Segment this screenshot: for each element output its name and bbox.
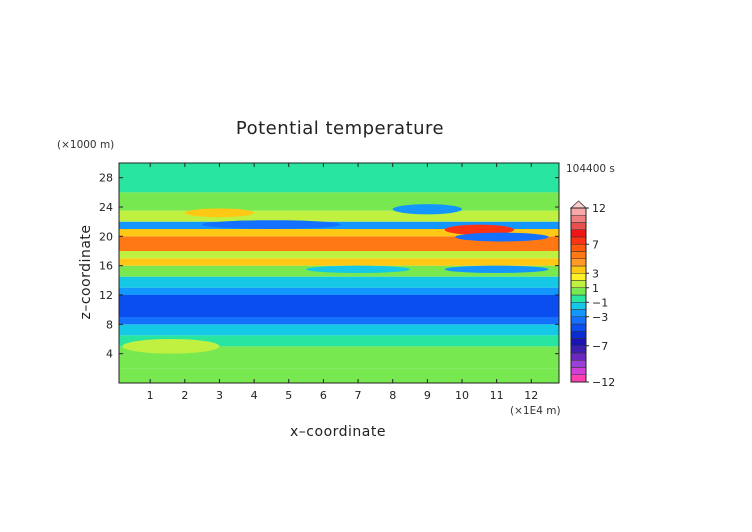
colorbar: 12 7 3 1−1 −3 −7 −12 [569, 200, 615, 389]
plot-frame [118, 162, 560, 384]
colorbar-frame [570, 207, 587, 383]
heatmap-band [119, 229, 559, 237]
heatmap-feature [122, 339, 220, 354]
x-tick-label: 12 [524, 389, 538, 402]
heatmap-band [119, 251, 559, 259]
chart-title: Potential temperature [236, 118, 444, 139]
heatmap-band [119, 317, 559, 325]
colorbar-segment [570, 294, 587, 303]
colorbar-segment [570, 374, 587, 383]
colorbar-extension [569, 200, 588, 209]
colorbar-label: 7 [592, 238, 599, 251]
y-axis: 4 8 12 16 20 24 28 [99, 172, 559, 361]
colorbar-segment [570, 229, 587, 238]
heatmap-band [119, 192, 559, 211]
heatmap-band [119, 258, 559, 266]
colorbar-segment [570, 345, 587, 354]
x-tick-label: 4 [251, 389, 258, 402]
x-tick-label: 1 [147, 389, 154, 402]
y-tick-label: 4 [106, 348, 113, 361]
heatmap-band [119, 287, 559, 295]
x-axis: 1 2 3 4 5 6 7 8 9 10 11 12 [147, 163, 538, 402]
colorbar-segment [570, 338, 587, 346]
colorbar-segment [570, 251, 587, 259]
colorbar-segment [570, 265, 587, 274]
y-tick-label: 20 [99, 230, 113, 243]
colorbar-label: 1 [592, 282, 599, 295]
heatmap-plot [118, 162, 560, 384]
heatmap-band [119, 368, 559, 383]
colorbar-segment [570, 280, 587, 288]
colorbar-label: −3 [592, 311, 608, 324]
colorbar-segment [570, 360, 587, 368]
x-tick-label: 6 [320, 389, 327, 402]
heatmap-feature [184, 208, 255, 218]
colorbar-label: −1 [592, 296, 608, 309]
y-unit-label: (×1000 m) [57, 139, 114, 151]
heatmap-feature [455, 232, 549, 242]
x-tick-label: 3 [216, 389, 223, 402]
y-tick-label: 16 [99, 260, 113, 273]
colorbar-segment [570, 367, 587, 375]
x-tick-label: 8 [389, 389, 396, 402]
colorbar-segment [570, 323, 587, 332]
y-tick-label: 12 [99, 289, 113, 302]
x-tick-label: 7 [355, 389, 362, 402]
heatmap-band [119, 236, 559, 251]
time-label: 104400 s [566, 163, 615, 175]
heatmap-band [119, 346, 559, 369]
colorbar-segment [570, 316, 587, 325]
colorbar-segment [570, 258, 587, 267]
x-unit-label: (×1E4 m) [510, 405, 561, 417]
colorbar-label: 12 [592, 202, 606, 215]
heatmap-band [119, 324, 559, 336]
colorbar-segment [570, 352, 587, 361]
heatmap-feature [202, 220, 341, 230]
heatmap-band [119, 276, 559, 288]
heatmap-band [119, 163, 559, 193]
colorbar-label: −7 [592, 340, 608, 353]
colorbar-segment [570, 244, 587, 252]
heatmap-feature [392, 204, 462, 215]
colorbar-segment [570, 302, 587, 310]
x-tick-label: 5 [285, 389, 292, 402]
colorbar-segment [570, 287, 587, 296]
colorbar-label: −12 [592, 376, 615, 389]
colorbar-segment [570, 236, 587, 245]
heatmap-band [119, 295, 559, 317]
y-tick-label: 24 [99, 201, 113, 214]
colorbar-segment [570, 273, 587, 281]
heatmap-band [119, 210, 559, 222]
colorbar-segment [570, 331, 587, 339]
heatmap-feature [306, 265, 411, 274]
colorbar-segment [570, 207, 587, 216]
colorbar-label: 3 [592, 267, 599, 280]
colorbar-segment [570, 215, 587, 223]
y-axis-title: z–coordinate [78, 224, 94, 319]
x-axis-title: x–coordinate [290, 424, 386, 440]
colorbar-segment [570, 222, 587, 230]
heatmap-feature [444, 224, 514, 235]
heatmap-band [119, 335, 559, 347]
colorbar-segment [570, 309, 587, 317]
x-tick-label: 9 [424, 389, 431, 402]
y-tick-label: 8 [106, 318, 113, 331]
x-tick-label: 10 [455, 389, 469, 402]
x-tick-label: 11 [490, 389, 504, 402]
y-tick-label: 28 [99, 172, 113, 185]
heatmap-feature [444, 265, 549, 274]
x-tick-label: 2 [181, 389, 188, 402]
